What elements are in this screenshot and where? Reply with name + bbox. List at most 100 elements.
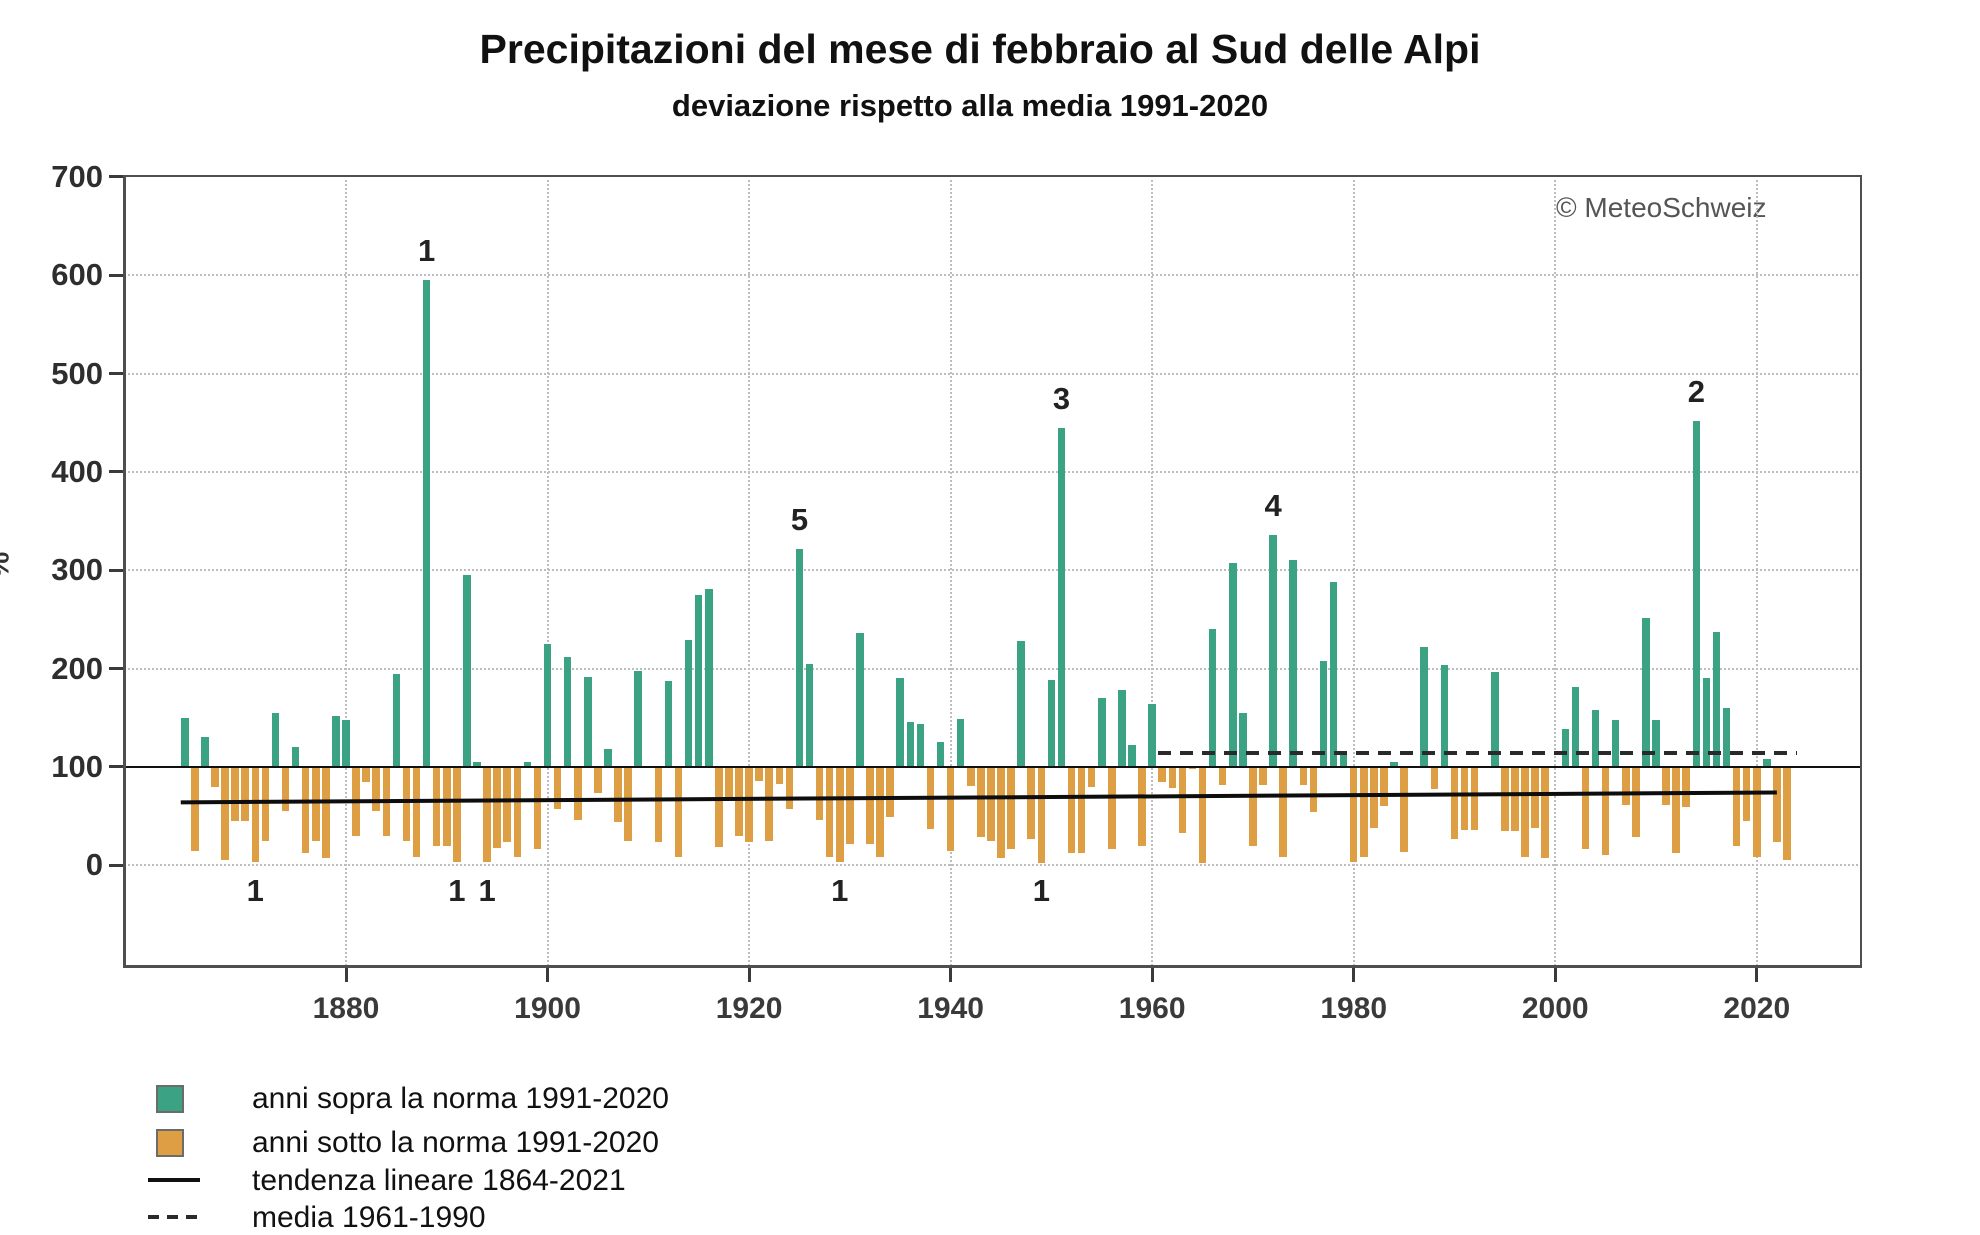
x-tick-label-1900: 1900 [514, 992, 581, 1025]
bar-1979 [1339, 752, 1348, 767]
x-tick-1940 [949, 966, 953, 982]
bar-1946 [1007, 766, 1015, 849]
legend-swatch-solid-line [148, 1178, 200, 1182]
bar-1961 [1158, 766, 1167, 782]
bar-1992 [1470, 766, 1479, 830]
copyright-label: © MeteoSchweiz [1556, 192, 1767, 223]
bar-1879 [332, 715, 340, 767]
bar-1967 [1218, 766, 1227, 785]
bar-1917 [715, 766, 723, 847]
bar-1985 [1400, 766, 1408, 852]
bar-1871 [251, 766, 260, 863]
bar-1883 [372, 766, 381, 812]
bar-1924 [785, 766, 794, 810]
y-tick-label-300: 300 [51, 552, 103, 588]
bar-1890 [442, 766, 451, 846]
bar-1877 [311, 766, 320, 841]
y-tick-500 [109, 372, 123, 376]
annotation-above-1951: 3 [1052, 380, 1071, 416]
bar-1949 [1037, 766, 1046, 864]
bar-1891 [453, 766, 461, 863]
bar-2007 [1621, 766, 1630, 806]
y-tick-label-700: 700 [51, 158, 103, 194]
bar-2017 [1722, 707, 1731, 767]
bar-2022 [1773, 766, 1781, 842]
y-tick-300 [109, 568, 123, 572]
x-tick-1980 [1352, 966, 1356, 982]
bar-1954 [1087, 766, 1096, 787]
bar-2002 [1571, 687, 1580, 767]
chart-title: Precipitazioni del mese di febbraio al S… [479, 26, 1481, 72]
bar-1941 [956, 718, 965, 767]
bar-1973 [1279, 766, 1287, 858]
bar-1870 [241, 766, 250, 822]
y-tick-label-500: 500 [51, 355, 103, 391]
bar-1965 [1198, 766, 1207, 864]
bar-1998 [1531, 766, 1539, 828]
baseline-100 [123, 765, 1862, 768]
gridline-h-500 [123, 372, 1862, 375]
y-tick-label-600: 600 [51, 257, 103, 293]
bar-1914 [684, 640, 693, 767]
y-tick-200 [109, 667, 123, 671]
bar-1948 [1027, 766, 1036, 839]
bar-1970 [1249, 766, 1257, 846]
bar-1922 [765, 766, 774, 841]
plot-spine-left [123, 175, 126, 966]
bar-1974 [1289, 560, 1298, 767]
gridline-h-400 [123, 470, 1862, 473]
bar-1920 [745, 766, 753, 842]
bar-1958 [1128, 745, 1136, 767]
legend-label: anni sotto la norma 1991-2020 [252, 1126, 659, 1159]
bar-2023 [1783, 766, 1791, 861]
bar-1980 [1349, 766, 1358, 863]
bar-1899 [533, 766, 542, 849]
x-tick-label-1920: 1920 [715, 992, 783, 1025]
bar-2018 [1732, 766, 1741, 846]
bar-1960 [1148, 704, 1156, 767]
bar-1865 [191, 766, 199, 851]
bar-1886 [402, 766, 411, 841]
bar-1907 [614, 766, 622, 823]
gridline-v-1980 [1352, 175, 1355, 966]
y-tick-label-200: 200 [51, 650, 103, 686]
x-tick-label-2020: 2020 [1723, 992, 1791, 1025]
annotation-below-1929: 1 [831, 873, 849, 908]
legend-label: media 1961-1990 [252, 1201, 486, 1234]
bar-2020 [1752, 766, 1761, 858]
x-tick-1900 [546, 966, 550, 982]
bar-1933 [876, 766, 884, 858]
bar-1968 [1228, 563, 1237, 767]
bar-1878 [322, 766, 330, 859]
bar-1990 [1450, 766, 1459, 839]
bar-1880 [342, 719, 350, 767]
y-tick-label-100: 100 [51, 748, 103, 784]
gridline-h-300 [123, 569, 1862, 572]
bar-1902 [563, 656, 572, 767]
bar-1896 [503, 766, 512, 842]
bar-1894 [483, 766, 491, 863]
plot-spine-top [123, 175, 1862, 177]
bar-1995 [1501, 766, 1509, 831]
bar-1955 [1097, 698, 1106, 767]
bar-1923 [775, 766, 784, 784]
bar-1882 [362, 766, 370, 782]
bar-1905 [594, 766, 602, 793]
bar-1951 [1057, 427, 1066, 767]
bar-1919 [735, 766, 743, 836]
bar-1918 [725, 766, 733, 798]
bar-1893 [473, 762, 481, 767]
bar-2004 [1591, 709, 1600, 767]
gridline-h-200 [123, 667, 1862, 670]
bar-2021 [1763, 759, 1771, 767]
x-tick-2000 [1553, 966, 1557, 982]
y-tick-0 [109, 863, 123, 867]
bar-2003 [1581, 766, 1590, 849]
bar-1996 [1511, 766, 1519, 831]
x-tick-1880 [344, 966, 348, 982]
legend-label: anni sopra la norma 1991-2020 [252, 1082, 669, 1115]
mean-1961-1990-line [1158, 751, 1797, 756]
bar-1889 [432, 766, 441, 846]
bar-1897 [513, 766, 522, 858]
